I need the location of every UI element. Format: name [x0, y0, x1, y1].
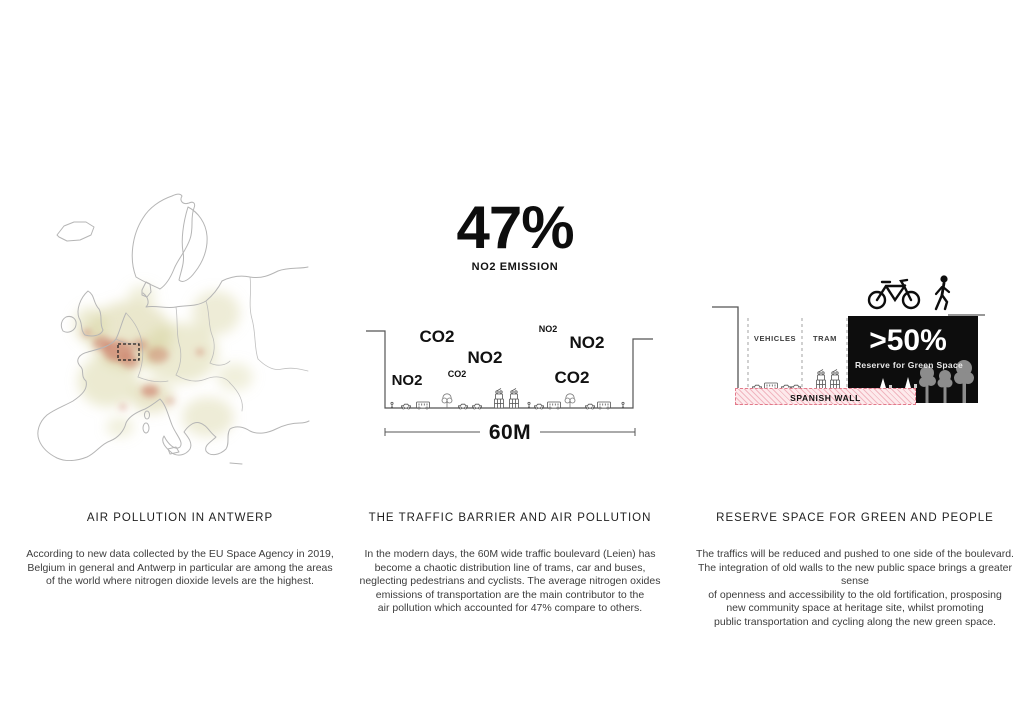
green-reserve-label: Reserve for Green Space	[854, 360, 964, 370]
boulevard-section-diagram: NO2 CO2 CO2 NO2 NO2 NO2 CO2 60M	[360, 310, 660, 450]
green-reserve-stat: >50%	[869, 324, 947, 357]
no2-stat-label: NO2 EMISSION	[471, 261, 559, 273]
section-walls	[366, 330, 653, 409]
europe-pollution-map	[30, 185, 330, 475]
emission-label-no2: NO2	[467, 348, 503, 367]
proposal-traffic	[752, 369, 840, 391]
spanish-wall-box: SPANISH WALL	[735, 388, 916, 405]
caption-body-right: The traffics will be reduced and pushed …	[696, 548, 1014, 628]
caption-title-right: RESERVE SPACE FOR GREEN AND PEOPLE	[716, 512, 994, 524]
caption-air-pollution: AIR POLLUTION IN ANTWERP According to ne…	[22, 512, 338, 589]
caption-traffic-barrier: THE TRAFFIC BARRIER AND AIR POLLUTION In…	[350, 512, 670, 616]
caption-reserve-space: RESERVE SPACE FOR GREEN AND PEOPLE The t…	[685, 512, 1024, 629]
street-traffic	[390, 388, 625, 410]
proposal-section-diagram: VEHICLES TRAM >50% Reserve for Green Spa…	[705, 270, 995, 420]
emission-label-co2: CO2	[554, 368, 590, 387]
emission-label-co2-small: CO2	[447, 369, 467, 379]
boulevard-width-label: 60M	[488, 421, 532, 444]
caption-body-left: According to new data collected by the E…	[26, 548, 334, 587]
dimension-line	[384, 428, 636, 436]
caption-title-left: AIR POLLUTION IN ANTWERP	[86, 512, 274, 524]
zone-label-vehicles: VEHICLES	[753, 334, 797, 343]
antwerp-focus-rectangle	[117, 343, 140, 361]
country-outlines	[37, 193, 310, 465]
bicycle-icon	[867, 278, 921, 310]
no2-statistic: 47% NO2 EMISSION	[360, 194, 670, 274]
europe-map-svg	[37, 193, 310, 465]
emission-label-no2-small: NO2	[538, 324, 558, 334]
caption-title-middle: THE TRAFFIC BARRIER AND AIR POLLUTION	[368, 512, 652, 524]
green-space-trees	[880, 360, 974, 403]
pedestrian-icon	[934, 275, 951, 311]
pollution-heat-high	[82, 329, 204, 410]
zone-label-tram: TRAM	[812, 334, 838, 343]
spanish-wall-label: SPANISH WALL	[790, 393, 861, 403]
boulevard-section-svg	[366, 330, 653, 436]
emission-label-no2: NO2	[391, 372, 423, 389]
emission-label-co2: CO2	[419, 327, 455, 346]
caption-body-middle: In the modern days, the 60M wide traffic…	[359, 548, 661, 614]
emission-label-no2: NO2	[569, 333, 605, 352]
no2-stat-value: 47%	[456, 194, 574, 261]
